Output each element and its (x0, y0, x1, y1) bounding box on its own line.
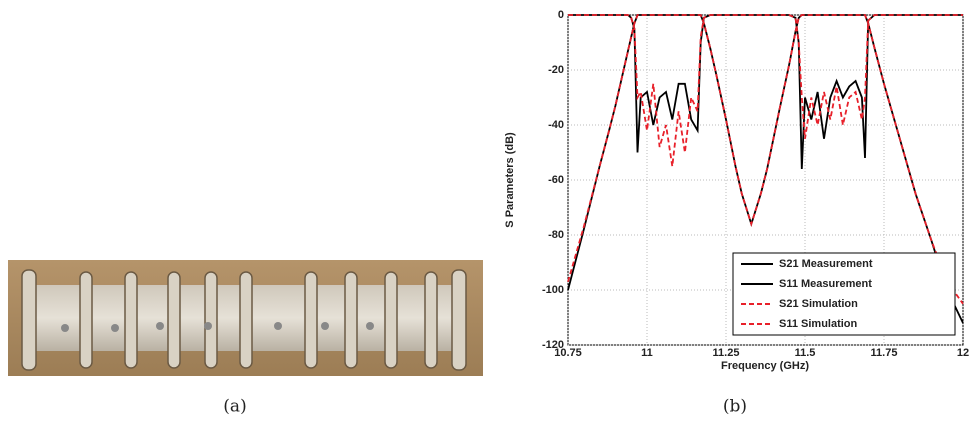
legend-label: S11 Simulation (779, 318, 858, 330)
legend-label: S11 Measurement (779, 278, 872, 290)
x-tick-label: 10.75 (554, 347, 582, 359)
y-tick-label: -120 (542, 339, 564, 351)
x-tick-label: 11.75 (871, 347, 898, 359)
series-line (567, 14, 964, 305)
x-tick-label: 11.25 (713, 347, 740, 359)
y-tick-label: -80 (548, 229, 564, 241)
x-tick-label: 11.5 (795, 347, 816, 359)
y-tick-label: 0 (558, 9, 564, 21)
legend-label: S21 Simulation (779, 298, 858, 310)
x-tick-label: 12 (957, 347, 969, 359)
legend-label: S21 Measurement (779, 258, 873, 270)
y-tick-label: -60 (548, 174, 564, 186)
y-tick-label: -20 (548, 64, 564, 76)
series-line (568, 14, 963, 167)
y-axis-label: S Parameters (dB) (504, 132, 516, 228)
y-tick-label: -100 (542, 284, 564, 296)
caption: (a) (223, 397, 246, 417)
caption: (b) (723, 397, 747, 417)
y-tick-label: -40 (548, 119, 564, 131)
photo (8, 260, 483, 376)
legend (732, 252, 956, 336)
x-axis-label: Frequency (GHz) (721, 360, 809, 372)
x-tick-label: 11 (641, 347, 653, 359)
